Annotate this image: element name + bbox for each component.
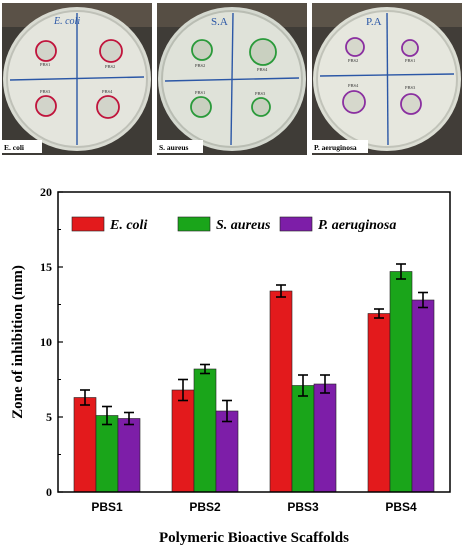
well-label: PBS2 — [105, 64, 115, 69]
well-label: PBS4 — [348, 83, 359, 88]
petri-photo-p-aeruginosa: P.A PBS2 PBS1 PBS4 PBS3 P. aeruginosa — [312, 3, 462, 155]
bar — [367, 313, 391, 493]
well-label: PBS2 — [348, 58, 358, 63]
legend: E. coli S. aureus P. aeruginosa — [71, 216, 396, 233]
plate-label: E. coli — [53, 16, 80, 27]
legend-label: E. coli — [109, 218, 147, 233]
y-tick-label: 20 — [40, 185, 52, 199]
well-label: PBS4 — [257, 67, 268, 72]
legend-swatch — [177, 216, 211, 232]
legend-label: S. aureus — [216, 218, 271, 233]
legend-swatch — [71, 216, 105, 232]
bar — [95, 415, 119, 493]
petri-dish-photos: E. coli PBS1 PBS2 PBS3 PBS4 E. coli S.A — [0, 0, 465, 158]
x-tick-label: PBS1 — [91, 500, 123, 514]
well-label: PBS1 — [405, 58, 415, 63]
legend-label: P. aeruginosa — [318, 218, 396, 233]
photo-caption: S. aureus — [159, 143, 189, 152]
well-label: PBS3 — [405, 85, 416, 90]
well-label: PBS2 — [195, 63, 205, 68]
y-tick-label: 5 — [46, 410, 52, 424]
petri-photo-e-coli: E. coli PBS1 PBS2 PBS3 PBS4 E. coli — [2, 3, 152, 155]
bar — [215, 410, 239, 493]
plate-label: P.A — [366, 16, 382, 28]
photo-caption: E. coli — [4, 143, 24, 152]
axis-ticks: 0 5 10 15 20 PBS1 PBS2 PBS3 PBS4 — [40, 185, 417, 514]
well-label: PBS1 — [195, 90, 205, 95]
y-axis-label: Zone of inhibition (mm) — [10, 265, 26, 419]
well-label: PBS3 — [40, 89, 51, 94]
x-axis-label: Polymeric Bioactive Scaffolds — [159, 530, 349, 546]
well-label: PBS3 — [255, 91, 266, 96]
legend-swatch — [279, 216, 313, 232]
plot-frame — [57, 191, 451, 493]
bar — [73, 397, 97, 493]
well-label: PBS4 — [102, 89, 113, 94]
bar — [389, 271, 413, 493]
x-tick-label: PBS4 — [385, 500, 417, 514]
y-tick-label: 15 — [40, 260, 52, 274]
petri-photo-s-aureus: S.A PBS2 PBS4 PBS1 PBS3 S. aureus — [157, 3, 307, 155]
bar-chart-svg: 0 5 10 15 20 PBS1 PBS2 PBS3 PBS4 E. coli S. aureu… — [10, 185, 451, 546]
x-tick-label: PBS3 — [287, 500, 319, 514]
bar — [269, 290, 293, 493]
x-tick-label: PBS2 — [189, 500, 221, 514]
well-label: PBS1 — [40, 62, 50, 67]
y-tick-label: 10 — [40, 335, 52, 349]
bar — [411, 299, 435, 493]
bars — [73, 263, 435, 493]
plate-label: S.A — [211, 16, 228, 28]
bar — [171, 389, 195, 493]
bar — [193, 368, 217, 493]
zone-of-inhibition-chart: 0 5 10 15 20 PBS1 PBS2 PBS3 PBS4 E. coli S. aureu… — [0, 160, 465, 550]
bar — [313, 383, 337, 493]
bar — [117, 418, 141, 493]
photo-caption: P. aeruginosa — [314, 143, 357, 152]
y-tick-label: 0 — [46, 485, 52, 499]
bar — [291, 385, 315, 493]
